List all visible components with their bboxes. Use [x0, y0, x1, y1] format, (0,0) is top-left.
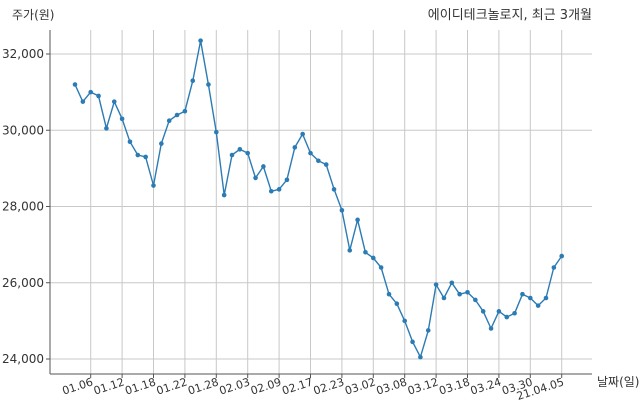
data-point: [331, 187, 337, 192]
data-point: [339, 208, 345, 213]
price-series: [72, 38, 564, 360]
y-tick-label: 26,000: [2, 276, 44, 290]
y-tick-label: 30,000: [2, 123, 44, 137]
x-tick-label: 02.23: [312, 375, 346, 397]
data-point: [206, 82, 211, 87]
data-point: [488, 326, 494, 331]
data-point: [457, 291, 462, 297]
x-tick-label: 01.22: [155, 375, 189, 397]
data-point: [166, 118, 172, 124]
data-point: [104, 126, 109, 131]
chart-title: 에이디테크놀로지, 최근 3개월: [428, 8, 592, 23]
data-point: [261, 164, 266, 169]
data-point: [512, 310, 517, 316]
data-point: [245, 150, 250, 156]
data-point: [402, 318, 408, 324]
data-point: [284, 177, 290, 183]
data-point: [465, 289, 470, 295]
data-point: [496, 309, 502, 314]
data-point: [433, 282, 439, 287]
data-point: [111, 99, 117, 104]
data-point: [96, 93, 101, 99]
x-tick-label: 02.17: [280, 375, 314, 397]
data-point: [174, 112, 180, 118]
data-point: [237, 147, 243, 152]
data-point: [535, 303, 541, 308]
x-tick-label: 02.03: [218, 375, 252, 397]
data-point: [543, 295, 549, 301]
data-point: [418, 354, 423, 360]
y-tick-label: 28,000: [2, 200, 44, 214]
data-point: [135, 152, 141, 158]
x-tick-label: 03.24: [469, 375, 503, 397]
x-tick-label: 01.12: [92, 375, 126, 397]
data-point: [151, 183, 156, 188]
data-point: [425, 328, 431, 333]
x-tick-label: 03.12: [406, 375, 440, 397]
data-point: [394, 301, 400, 307]
data-point: [119, 116, 125, 122]
data-point: [559, 253, 564, 259]
data-point: [229, 152, 235, 158]
x-axis-label: 날짜(일): [597, 375, 639, 389]
data-point: [504, 314, 510, 320]
data-point: [371, 255, 376, 261]
x-tick-label: 03.08: [375, 375, 409, 397]
x-tick-label: 02.09: [249, 375, 283, 397]
data-point: [190, 78, 196, 83]
data-point: [253, 175, 258, 181]
data-point: [80, 99, 86, 104]
data-point: [143, 154, 148, 160]
y-tick-label: 24,000: [2, 352, 44, 366]
data-point: [159, 141, 164, 146]
x-tick-label: 03.18: [437, 375, 471, 397]
data-point: [520, 291, 525, 297]
data-point: [268, 188, 274, 194]
data-point: [308, 150, 313, 156]
data-point: [88, 89, 93, 95]
data-point: [355, 217, 360, 223]
data-point: [182, 108, 188, 114]
data-point: [347, 248, 353, 253]
data-point: [378, 265, 384, 270]
data-point: [386, 291, 392, 297]
data-point: [316, 158, 321, 164]
data-point: [276, 187, 282, 192]
data-point: [410, 339, 415, 345]
data-point: [221, 192, 227, 198]
x-tick-label: 03.02: [343, 375, 377, 397]
grid-lines: [50, 30, 592, 374]
y-tick-label: 32,000: [2, 47, 44, 61]
x-tick-label: 01.18: [123, 375, 157, 397]
data-point: [323, 162, 329, 167]
data-point: [198, 38, 203, 43]
series-line: [74, 40, 563, 358]
y-axis-label: 주가(원): [12, 8, 54, 22]
data-point: [473, 297, 478, 303]
data-point: [292, 145, 298, 150]
data-point: [300, 131, 305, 137]
x-tick-label: 01.06: [61, 375, 95, 397]
data-point: [551, 265, 557, 270]
data-point: [449, 280, 455, 286]
data-point: [127, 139, 133, 144]
data-point: [72, 82, 78, 87]
data-point: [480, 309, 486, 314]
x-tick-label: 01.28: [186, 375, 220, 397]
data-point: [214, 129, 219, 135]
data-point: [441, 295, 447, 301]
data-point: [363, 249, 368, 255]
data-point: [528, 295, 533, 301]
